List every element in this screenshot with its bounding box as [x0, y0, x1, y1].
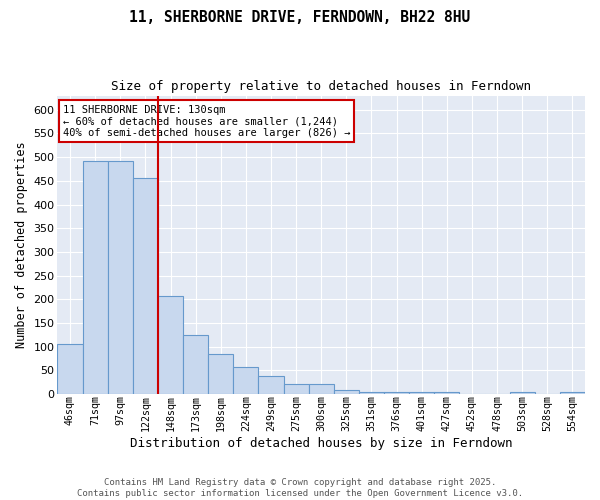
- Bar: [58, 344, 83, 394]
- Text: 11 SHERBORNE DRIVE: 130sqm
← 60% of detached houses are smaller (1,244)
40% of s: 11 SHERBORNE DRIVE: 130sqm ← 60% of deta…: [63, 104, 350, 138]
- Y-axis label: Number of detached properties: Number of detached properties: [15, 142, 28, 348]
- Title: Size of property relative to detached houses in Ferndown: Size of property relative to detached ho…: [111, 80, 531, 93]
- Bar: [509, 392, 535, 394]
- Bar: [158, 296, 183, 394]
- Bar: [284, 384, 308, 394]
- Bar: [133, 178, 158, 394]
- X-axis label: Distribution of detached houses by size in Ferndown: Distribution of detached houses by size …: [130, 437, 512, 450]
- Bar: [308, 384, 334, 394]
- Bar: [208, 354, 233, 394]
- Bar: [259, 376, 284, 394]
- Bar: [359, 392, 384, 394]
- Bar: [560, 392, 585, 394]
- Bar: [384, 392, 409, 394]
- Bar: [409, 392, 434, 394]
- Bar: [334, 390, 359, 394]
- Text: Contains HM Land Registry data © Crown copyright and database right 2025.
Contai: Contains HM Land Registry data © Crown c…: [77, 478, 523, 498]
- Bar: [108, 161, 133, 394]
- Bar: [183, 336, 208, 394]
- Bar: [233, 367, 259, 394]
- Bar: [434, 392, 460, 394]
- Text: 11, SHERBORNE DRIVE, FERNDOWN, BH22 8HU: 11, SHERBORNE DRIVE, FERNDOWN, BH22 8HU: [130, 10, 470, 25]
- Bar: [83, 161, 108, 394]
